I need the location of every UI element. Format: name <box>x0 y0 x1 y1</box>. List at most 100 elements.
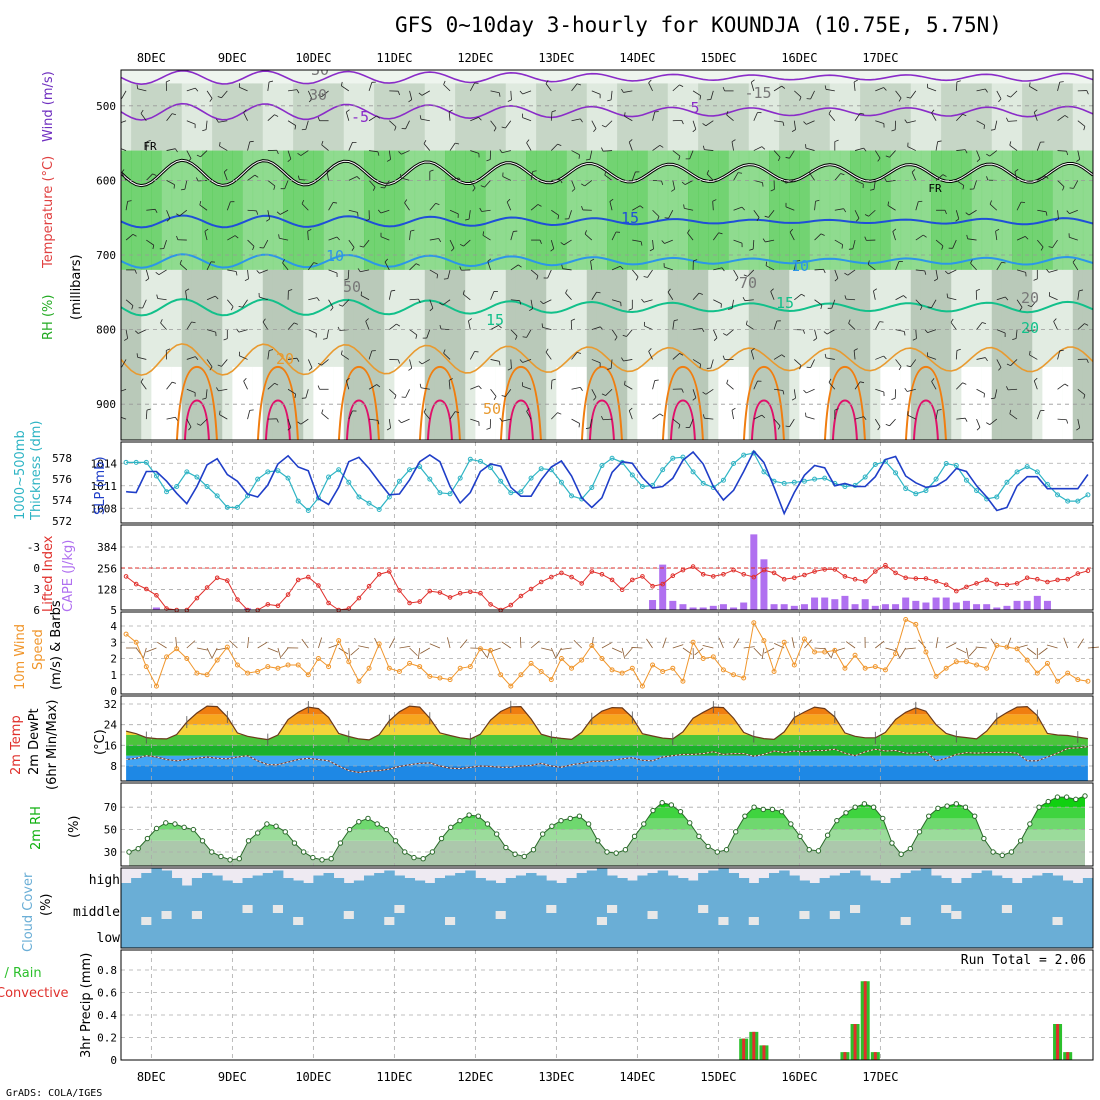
mid-low-cloud-cell <box>769 893 780 948</box>
wind-barb <box>571 418 580 424</box>
rh-cell <box>819 269 831 440</box>
rh-point <box>677 808 684 815</box>
contour-label: 50 <box>483 400 501 418</box>
rh-point <box>383 826 390 833</box>
lifted-index-point <box>1065 576 1070 582</box>
wind-barb-flag <box>429 307 434 312</box>
rh-point <box>163 820 169 826</box>
wind-barb-flag <box>359 245 364 248</box>
wind-barb-flag <box>706 170 710 175</box>
high-cloud-cell <box>991 875 1003 893</box>
wind-barb-flag <box>171 381 177 384</box>
wind-barb <box>287 322 295 330</box>
rh-cell <box>870 269 881 440</box>
rh-cell <box>181 150 193 270</box>
wind-barb <box>610 359 613 369</box>
wind-barb <box>1057 418 1067 421</box>
rh-cell <box>384 150 395 270</box>
thickness-point <box>1044 481 1050 487</box>
rh-cell <box>1052 269 1064 440</box>
wind-barb-flag <box>1019 306 1023 311</box>
wind-barb-flag <box>966 234 969 239</box>
wind-barb-flag <box>820 233 825 236</box>
rh-cell <box>576 269 588 440</box>
wind-barb <box>547 269 552 279</box>
rh-cell <box>414 83 426 151</box>
high-cloud-cell <box>779 870 790 893</box>
wind-barb <box>652 111 656 121</box>
wind-barb <box>163 239 167 249</box>
wind-barb-flag <box>273 185 276 190</box>
wind-barb-flag <box>1033 109 1038 113</box>
mid-low-cloud-cell <box>647 893 659 948</box>
wind-barb-flag <box>115 389 118 392</box>
wind-barb <box>142 647 147 659</box>
wind-speed-point <box>498 672 504 678</box>
wind-barb-flag <box>671 188 675 192</box>
high-cloud-cell <box>1001 878 1013 893</box>
wind-barb-flag <box>785 157 790 159</box>
rh-point <box>962 804 969 810</box>
wind-barb <box>205 389 208 399</box>
rh-cell <box>434 150 446 270</box>
lifted-index-point <box>366 583 372 589</box>
wind-barb-flag <box>803 389 807 394</box>
wind-barb <box>825 88 835 92</box>
lifted-index-point <box>721 572 726 577</box>
thickness-point <box>558 479 564 485</box>
cloud-gap <box>272 905 284 913</box>
wind-barb <box>443 84 451 92</box>
rh-point <box>604 849 610 855</box>
cloud-gap <box>293 917 304 925</box>
wind-barb <box>1057 150 1067 152</box>
wind-barb <box>243 112 248 121</box>
high-cloud-cell <box>688 880 699 893</box>
wind-speed-point <box>569 665 575 671</box>
wind-barb <box>160 322 167 330</box>
wind-barb-flag <box>641 298 645 303</box>
wind-barb <box>519 636 522 649</box>
rh-cell <box>981 269 993 440</box>
rh-cell <box>242 366 254 440</box>
high-cloud-cell <box>232 883 243 893</box>
date-label-bottom: 10DEC <box>295 1070 331 1084</box>
rh-cell <box>860 269 871 440</box>
cape-bar <box>1003 605 1011 610</box>
lifted-index-point <box>883 562 888 568</box>
wind-barb <box>605 120 613 128</box>
rh-cell <box>637 150 648 270</box>
thickness-point <box>174 483 180 489</box>
rh-cell <box>353 83 365 151</box>
wind-barb <box>526 329 532 338</box>
mid-low-cloud-cell <box>708 893 719 948</box>
wind-barb <box>875 388 884 393</box>
wind-barb-flag <box>515 335 518 340</box>
wind-barb <box>368 384 377 390</box>
thickness-point <box>812 476 818 482</box>
wind-barb <box>267 382 275 390</box>
wind-barb-flag <box>580 387 583 391</box>
rh-point <box>1082 793 1088 799</box>
wind-barb <box>166 210 171 219</box>
wind-barb <box>950 322 957 330</box>
wind-barb <box>955 210 960 220</box>
wind-barb <box>875 640 885 649</box>
li-tick-label: 6 <box>33 604 40 617</box>
wind-barb <box>522 385 532 390</box>
wind-barb <box>814 299 823 306</box>
rh-cell <box>1062 366 1074 440</box>
rh-cell <box>738 150 750 270</box>
wind-barb-flag <box>238 305 243 308</box>
wind-barb <box>442 299 451 306</box>
wind-barb-flag <box>593 128 597 132</box>
wind-barb <box>501 641 512 649</box>
wind-barb <box>1015 329 1018 339</box>
high-cloud-cell <box>1042 873 1053 893</box>
rh-cell <box>870 150 881 270</box>
rh-cell <box>151 83 162 151</box>
wind-speed-point <box>579 657 585 663</box>
precip-convective-bar <box>1066 1052 1070 1060</box>
wind-barb-flag <box>340 350 343 355</box>
wind-barb <box>341 85 350 92</box>
wind-barb <box>287 388 296 395</box>
